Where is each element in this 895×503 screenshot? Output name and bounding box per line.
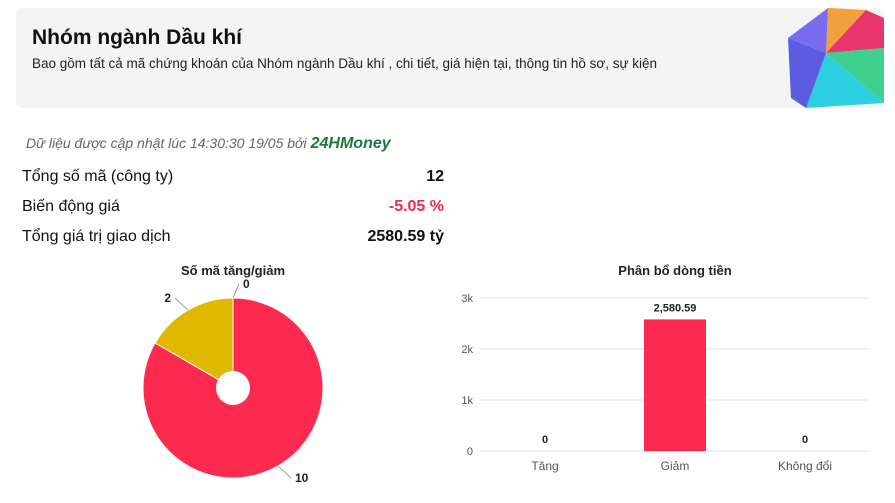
stat-label: Tổng giá trị giao dịch	[22, 228, 171, 245]
leader-line	[277, 465, 292, 479]
data-label: 0	[542, 434, 548, 446]
leader-line	[174, 297, 189, 311]
data-label: 2,580.59	[654, 302, 697, 314]
header: Nhóm ngành Dầu khí Bao gồm tất cả mã chứ…	[16, 8, 884, 108]
data-label: 10	[295, 471, 309, 485]
chart-title: Số mã tăng/giảm	[181, 263, 285, 278]
y-tick-label: 2k	[461, 344, 473, 356]
stat-label: Biến động giá	[22, 198, 120, 215]
stat-value: -5.05 %	[388, 198, 444, 215]
update-text: Dữ liệu được cập nhật lúc 14:30:30 19/05…	[26, 135, 307, 151]
x-tick-label: Không đổi	[778, 459, 832, 473]
y-tick-label: 3k	[461, 293, 473, 305]
data-label: 2	[164, 291, 171, 305]
stat-value: 12	[426, 168, 444, 185]
x-tick-label: Giảm	[661, 459, 690, 473]
leader-line	[232, 283, 240, 299]
pie-slice	[154, 297, 234, 389]
data-label: 0	[802, 434, 808, 446]
update-note: Dữ liệu được cập nhật lúc 14:30:30 19/05…	[26, 135, 391, 153]
page-subtitle: Bao gồm tất cả mã chứng khoán của Nhóm n…	[32, 56, 658, 71]
chart-title: Phân bổ dòng tiền	[618, 263, 731, 278]
x-tick-label: Tăng	[531, 459, 558, 473]
brand: 24HMoney	[310, 135, 391, 152]
y-tick-label: 0	[467, 446, 473, 458]
pie-hole	[216, 371, 250, 405]
y-tick-label: 1k	[461, 395, 473, 407]
stat-label: Tổng số mã (công ty)	[22, 168, 174, 185]
stat-value: 2580.59 tỷ	[367, 228, 444, 245]
header-icon	[788, 8, 884, 108]
page-title: Nhóm ngành Dầu khí	[32, 26, 242, 49]
data-label: 0	[243, 277, 250, 291]
bar	[644, 319, 706, 451]
